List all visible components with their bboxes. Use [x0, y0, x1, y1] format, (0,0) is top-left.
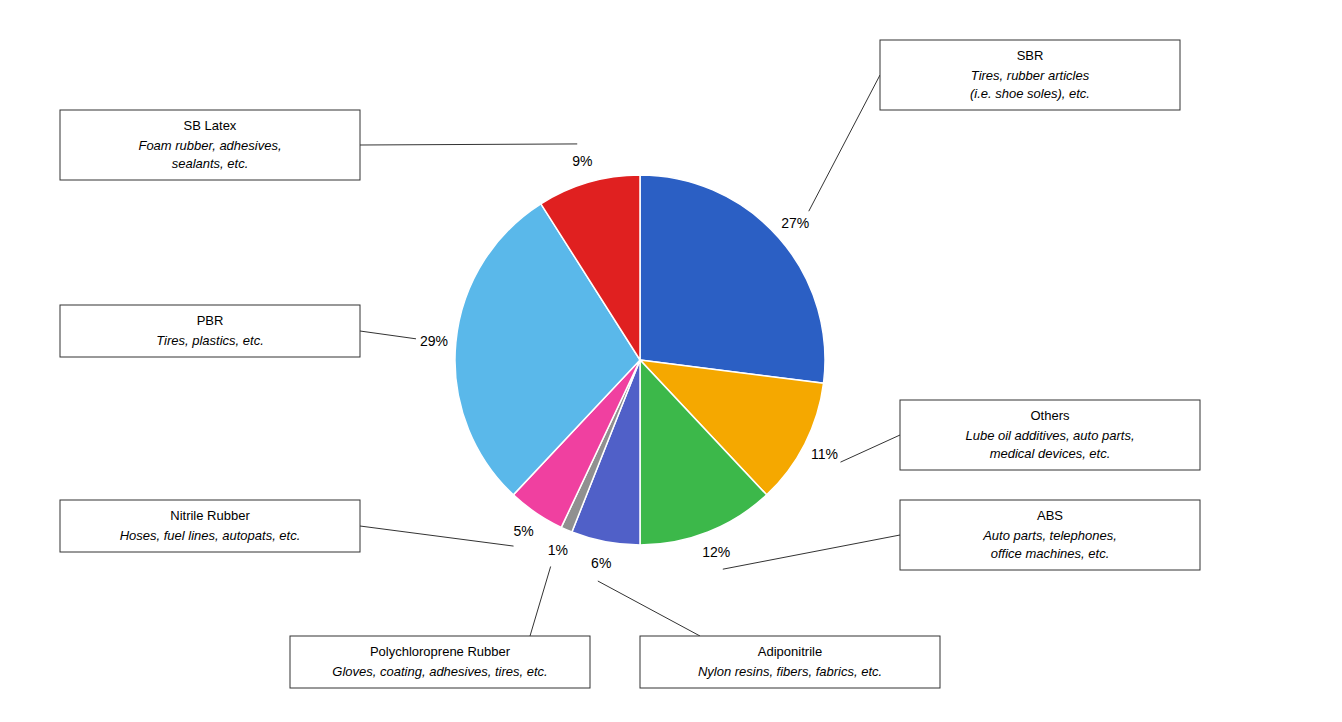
annotation-box: Polychloroprene Rubber Gloves, coating, a…	[290, 636, 590, 688]
leader-line	[809, 75, 880, 211]
box-body: Tires, rubber articles	[971, 68, 1090, 83]
leader-line	[360, 144, 577, 145]
box-body: Nylon resins, fibers, fabrics, etc.	[698, 664, 882, 679]
pie-slice	[640, 175, 825, 383]
box-body: Lube oil additives, auto parts,	[965, 428, 1134, 443]
leader-line	[530, 566, 551, 636]
box-title: Polychloroprene Rubber	[370, 644, 511, 659]
box-frame	[290, 636, 590, 688]
box-body: (i.e. shoe soles), etc.	[970, 86, 1090, 101]
box-body: Foam rubber, adhesives,	[138, 138, 281, 153]
box-frame	[900, 500, 1200, 570]
leader-line	[360, 526, 514, 546]
leader-line	[723, 535, 900, 569]
leader-line	[598, 581, 700, 636]
box-title: PBR	[197, 313, 224, 328]
data-label: 6%	[591, 555, 611, 571]
box-body: Hoses, fuel lines, autopats, etc.	[120, 528, 301, 543]
data-label: 27%	[781, 215, 809, 231]
box-body: sealants, etc.	[172, 156, 249, 171]
annotation-box: Others Lube oil additives, auto parts, med…	[900, 400, 1200, 470]
annotation-box: PBR Tires, plastics, etc.	[60, 305, 360, 357]
box-frame	[900, 400, 1200, 470]
data-label: 9%	[572, 153, 592, 169]
box-frame	[880, 40, 1180, 110]
data-label: 11%	[811, 446, 838, 462]
data-label: 5%	[514, 523, 534, 539]
pie	[455, 175, 825, 545]
box-body: medical devices, etc.	[990, 446, 1111, 461]
box-title: Nitrile Rubber	[170, 508, 250, 523]
annotation-box: SB Latex Foam rubber, adhesives, sealants,…	[60, 110, 360, 180]
box-body: Auto parts, telephones,	[982, 528, 1117, 543]
box-title: SBR	[1017, 48, 1044, 63]
box-title: Others	[1030, 408, 1070, 423]
box-title: SB Latex	[184, 118, 237, 133]
pie-slice	[640, 360, 767, 545]
data-label: 29%	[420, 333, 448, 349]
data-label: 1%	[548, 542, 568, 558]
pie-slice	[541, 175, 640, 360]
box-body: Gloves, coating, adhesives, tires, etc.	[332, 664, 547, 679]
annotation-box: Adiponitrile Nylon resins, fibers, fabric…	[640, 636, 940, 688]
box-frame	[640, 636, 940, 688]
box-title: ABS	[1037, 508, 1063, 523]
annotation-box: ABS Auto parts, telephones, office machine…	[900, 500, 1200, 570]
box-body: office machines, etc.	[991, 546, 1110, 561]
box-frame	[60, 305, 360, 357]
box-frame	[60, 110, 360, 180]
leader-line	[360, 331, 416, 339]
box-frame	[60, 500, 360, 552]
box-body: Tires, plastics, etc.	[156, 333, 264, 348]
box-title: Adiponitrile	[758, 644, 822, 659]
annotation-box: SBR Tires, rubber articles (i.e. shoe sole…	[880, 40, 1180, 110]
annotations: 27% SBR Tires, rubber articles (i.e. shoe s…	[60, 40, 1200, 688]
leader-line	[840, 435, 900, 462]
annotation-box: Nitrile Rubber Hoses, fuel lines, autopat…	[60, 500, 360, 552]
data-label: 12%	[702, 544, 730, 560]
chart: 27% SBR Tires, rubber articles (i.e. shoe s…	[0, 0, 1342, 722]
